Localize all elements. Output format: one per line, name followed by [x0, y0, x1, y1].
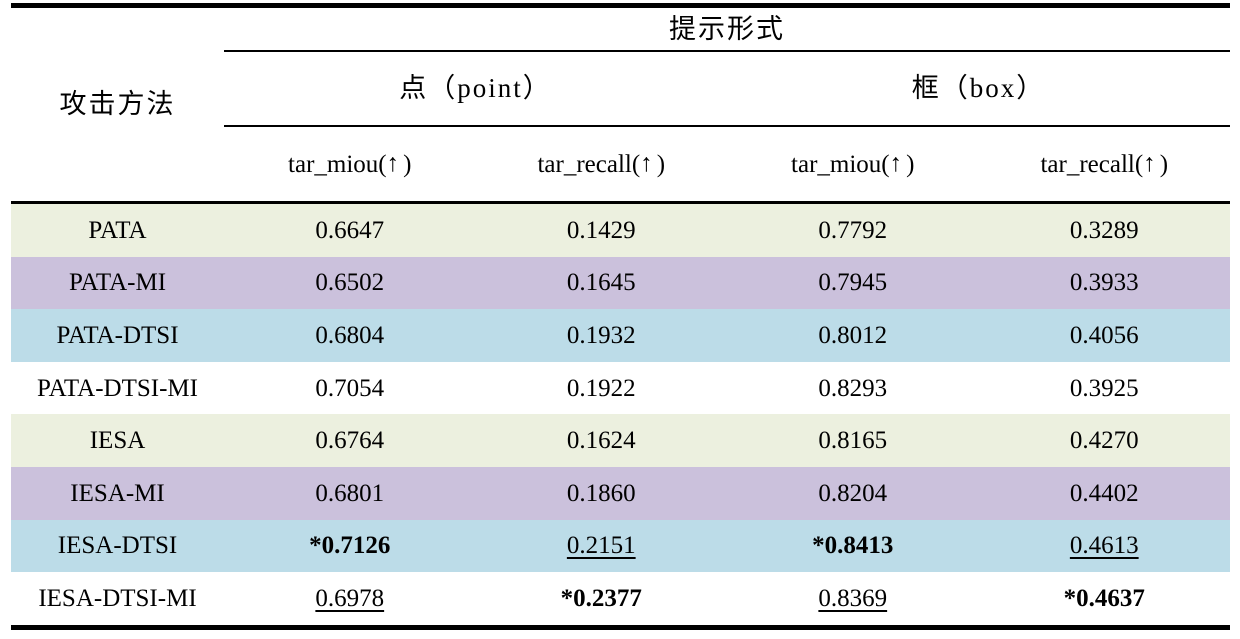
value-cell: 0.1645: [566, 269, 636, 297]
table-row: IESA-DTSI-MI 0.6978 *0.2377 0.8369 *0.46…: [11, 572, 1230, 625]
value-cell: 0.4402: [1069, 479, 1139, 507]
value-cell: 0.7054: [315, 374, 385, 402]
value-cell: 0.4613: [1069, 532, 1139, 560]
method-cell: PATA: [88, 216, 147, 244]
table-row: IESA-DTSI *0.7126 0.2151 *0.8413 0.4613: [11, 519, 1230, 573]
value-cell: 0.4056: [1069, 321, 1139, 349]
value-cell: 0.8293: [818, 374, 888, 402]
attack-method-header: 攻击方法: [59, 89, 176, 119]
table-body: PATA 0.6647 0.1429 0.7792 0.3289 PATA-MI…: [11, 204, 1230, 625]
value-cell: 0.1429: [566, 216, 636, 244]
value-cell: *0.4637: [1063, 584, 1145, 612]
value-cell: 0.6804: [315, 321, 385, 349]
metric-header-point-tar-miou: tar_miou(↑ ): [288, 149, 412, 178]
up-arrow-icon: ↑: [640, 149, 653, 177]
value-cell: 0.3289: [1069, 216, 1139, 244]
results-table: 攻击方法 提示形式 点（point） 框（box） tar_miou(↑ ) t…: [11, 3, 1230, 630]
up-arrow-icon: ↑: [386, 149, 400, 177]
value-cell: 0.3933: [1069, 269, 1139, 297]
value-cell: 0.6502: [315, 269, 385, 297]
value-cell: 0.2151: [566, 532, 636, 560]
method-cell: IESA-MI: [70, 479, 165, 507]
method-cell: PATA-MI: [68, 269, 167, 297]
up-arrow-icon: ↑: [1143, 149, 1156, 177]
value-cell: 0.6647: [315, 216, 385, 244]
metric-header-point-tar-recall: tar_recall(↑ ): [537, 149, 666, 178]
value-cell: 0.1922: [566, 374, 636, 402]
table-row: PATA-DTSI 0.6804 0.1932 0.8012 0.4056: [11, 309, 1230, 362]
method-cell: IESA-DTSI: [57, 532, 178, 560]
value-cell: 0.8369: [818, 584, 888, 612]
value-cell: 0.6978: [315, 584, 385, 612]
value-cell: 0.8012: [818, 321, 888, 349]
group-header-point: 点（point）: [224, 52, 727, 127]
value-cell: 0.1932: [566, 321, 636, 349]
value-cell: 0.6764: [315, 427, 385, 455]
value-cell: *0.2377: [560, 584, 642, 612]
up-arrow-icon: ↑: [889, 149, 903, 177]
value-cell: 0.1860: [566, 479, 636, 507]
method-cell: IESA-DTSI-MI: [38, 584, 197, 612]
prompt-form-header: 提示形式: [224, 8, 1230, 52]
method-cell: PATA-DTSI: [56, 321, 179, 349]
value-cell: 0.7945: [818, 269, 888, 297]
value-cell: 0.8204: [818, 479, 888, 507]
value-cell: 0.6801: [315, 479, 385, 507]
method-cell: PATA-DTSI-MI: [37, 374, 198, 402]
value-cell: *0.7126: [309, 532, 391, 560]
method-cell: IESA: [89, 427, 146, 455]
value-cell: *0.8413: [812, 532, 894, 560]
table-row: PATA-MI 0.6502 0.1645 0.7945 0.3933: [11, 256, 1230, 310]
header-body-divider: [11, 201, 1230, 204]
table-header: 攻击方法 提示形式 点（point） 框（box） tar_miou(↑ ) t…: [11, 8, 1230, 201]
value-cell: 0.4270: [1069, 427, 1139, 455]
table-row: PATA 0.6647 0.1429 0.7792 0.3289: [11, 204, 1230, 257]
metric-header-box-tar-miou: tar_miou(↑ ): [791, 149, 915, 178]
value-cell: 0.7792: [818, 216, 888, 244]
group-header-box: 框（box）: [727, 52, 1230, 127]
value-cell: 0.1624: [566, 427, 636, 455]
value-cell: 0.8165: [818, 427, 888, 455]
table-row: PATA-DTSI-MI 0.7054 0.1922 0.8293 0.3925: [11, 361, 1230, 415]
value-cell: 0.3925: [1069, 374, 1139, 402]
table-row: IESA 0.6764 0.1624 0.8165 0.4270: [11, 414, 1230, 467]
metric-header-box-tar-recall: tar_recall(↑ ): [1040, 149, 1169, 178]
table-row: IESA-MI 0.6801 0.1860 0.8204 0.4402: [11, 466, 1230, 520]
